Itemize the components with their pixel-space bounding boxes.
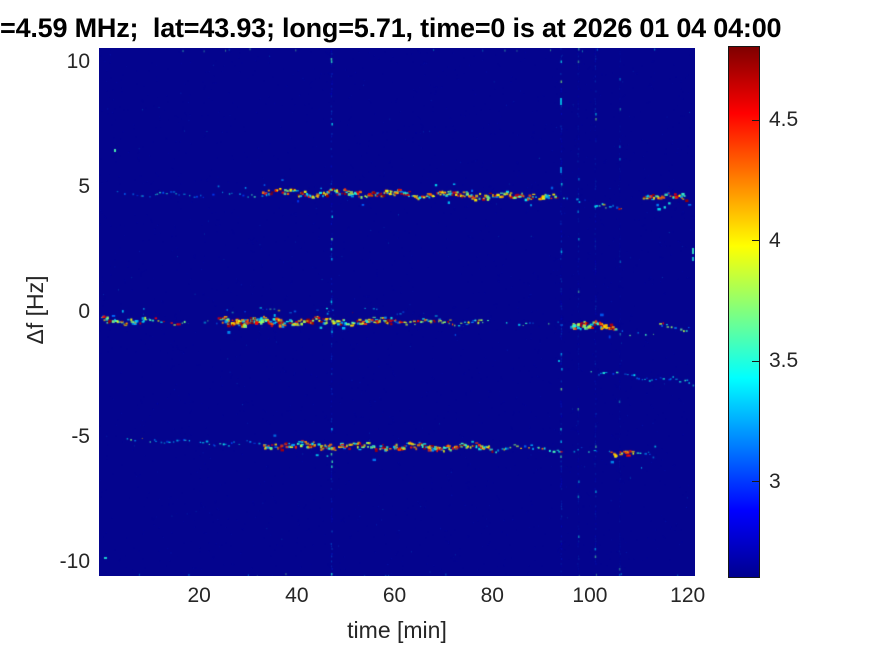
colorbar-tick-mark [752, 119, 759, 121]
colorbar-tick-mark [752, 360, 759, 362]
x-tick-label: 60 [382, 584, 407, 607]
colorbar-tick-label: 4 [769, 228, 781, 252]
y-tick-label: 0 [78, 300, 90, 323]
x-axis-label: time [min] [347, 617, 447, 643]
y-tick-label: 5 [78, 175, 90, 198]
colorbar-tick-label: 3 [769, 469, 781, 493]
x-tick-label: 120 [670, 584, 706, 607]
x-tick-label: 20 [187, 584, 211, 607]
x-tick-label: 100 [572, 584, 608, 607]
colorbar [728, 46, 760, 578]
spectrogram-image [99, 48, 695, 576]
colorbar-tick-label: 3.5 [769, 349, 799, 373]
y-tick-label: -10 [59, 550, 90, 573]
x-tick-label: 40 [285, 584, 309, 607]
y-tick-label: -5 [71, 425, 90, 448]
y-tick-label: 10 [66, 50, 90, 73]
colorbar-tick-mark [752, 240, 759, 242]
colorbar-tick-mark [752, 481, 759, 483]
colorbar-tick-label: 4.5 [769, 108, 799, 132]
x-tick-label: 80 [480, 584, 504, 607]
plot-title: =4.59 MHz; lat=43.93; long=5.71, time=0 … [0, 13, 782, 43]
